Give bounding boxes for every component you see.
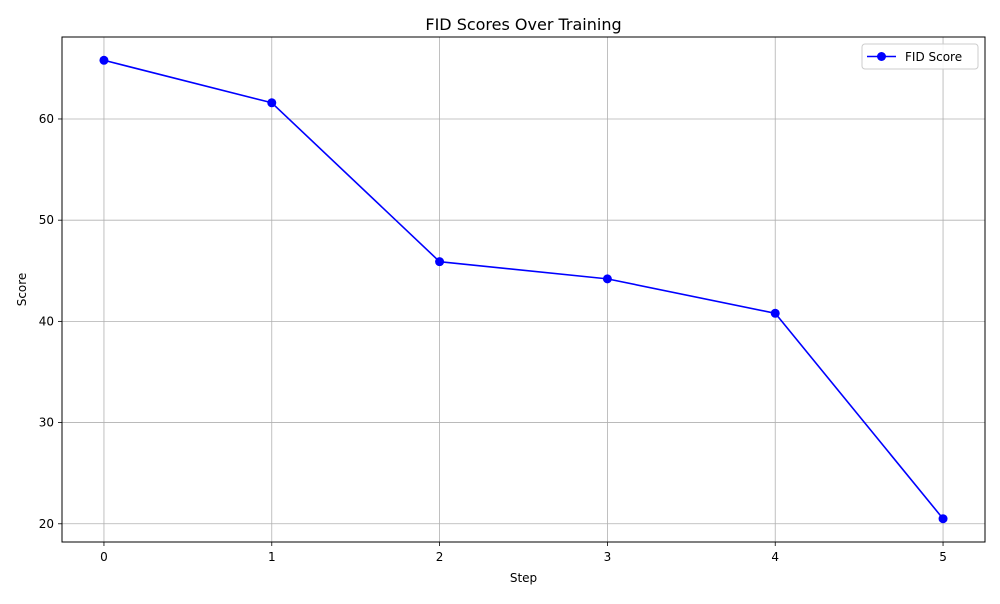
y-axis-label: Score: [15, 273, 29, 307]
grid-layer: [62, 37, 985, 542]
tick-layer: 0 1 2 3 4 5 20 30 40 50 60: [39, 112, 947, 564]
series-layer: [99, 55, 948, 524]
series-line-0: [103, 59, 944, 520]
data-point: [770, 308, 780, 318]
data-point: [938, 514, 948, 524]
y-tick-label: 40: [39, 314, 54, 328]
y-tick-label: 30: [39, 416, 54, 430]
x-tick-label: 3: [604, 550, 612, 564]
legend-entry-fid-score: FID Score: [905, 50, 962, 64]
legend-marker-sample: [877, 52, 886, 61]
y-tick-label: 60: [39, 112, 54, 126]
legend-box: [861, 43, 979, 70]
y-tick-label: 50: [39, 213, 54, 227]
data-point: [602, 274, 612, 284]
data-point: [435, 257, 445, 267]
y-tick-label: 20: [39, 517, 54, 531]
chart-title: FID Scores Over Training: [425, 15, 621, 34]
x-tick-label: 5: [939, 550, 947, 564]
data-point: [99, 55, 109, 65]
x-tick-label: 4: [771, 550, 779, 564]
x-tick-label: 2: [436, 550, 444, 564]
x-tick-label: 0: [100, 550, 108, 564]
plot-frame: [61, 36, 986, 543]
data-point: [267, 98, 277, 108]
legend: FID Score: [861, 43, 979, 70]
x-axis-label: Step: [510, 571, 537, 585]
x-tick-label: 1: [268, 550, 276, 564]
